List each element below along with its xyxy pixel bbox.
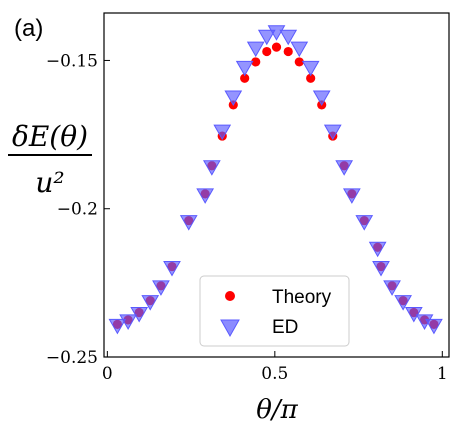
theory-point xyxy=(283,46,293,57)
legend-marker-ed xyxy=(220,319,240,338)
data-points xyxy=(108,25,443,335)
theory-point xyxy=(306,73,316,83)
ed-point xyxy=(383,280,401,296)
ed-point xyxy=(257,29,276,46)
ed-point xyxy=(213,124,232,141)
ed-point xyxy=(301,60,320,77)
ed-point xyxy=(372,261,390,277)
ed-point xyxy=(394,295,412,311)
theory-point xyxy=(251,57,261,67)
legend-label-ed: ED xyxy=(272,317,298,338)
x-tick-label: 1 xyxy=(437,364,448,384)
ed-point xyxy=(267,25,286,41)
legend-label-theory: Theory xyxy=(272,287,332,308)
ed-point xyxy=(141,295,160,311)
plot-frame xyxy=(103,12,450,358)
y-tick-label: −0.2 xyxy=(57,200,98,220)
ed-point xyxy=(235,60,254,77)
ed-point xyxy=(425,318,443,335)
x-axis-label: θ/π xyxy=(256,395,298,425)
theory-point xyxy=(294,57,304,67)
ed-point xyxy=(279,29,298,46)
ed-point xyxy=(355,215,374,231)
panel-label: (a) xyxy=(14,15,43,42)
ed-point xyxy=(152,280,170,296)
theory-point xyxy=(262,46,272,57)
ed-point xyxy=(343,188,361,204)
y-axis-label-denominator: u² xyxy=(35,166,64,199)
axis-ticks: 0 0.5 1 −0.15 −0.2 −0.25 xyxy=(46,51,448,384)
ed-point xyxy=(246,41,265,58)
y-tick-label: −0.15 xyxy=(46,51,98,71)
legend: Theory ED xyxy=(199,275,350,347)
ed-point xyxy=(335,160,354,176)
ed-point xyxy=(312,90,331,107)
theory-point xyxy=(271,42,282,52)
y-axis-label: δE(θ) u² xyxy=(8,120,92,199)
x-tick-label: 0.5 xyxy=(261,364,288,384)
ed-point xyxy=(290,41,309,58)
x-tick-label: 0 xyxy=(102,364,113,384)
ed-point xyxy=(196,188,215,204)
ed-point xyxy=(323,124,342,141)
ed-point xyxy=(224,90,243,107)
theory-point xyxy=(240,73,250,83)
ed-point xyxy=(163,261,181,277)
ed-point xyxy=(368,241,387,258)
ed-point xyxy=(130,307,149,323)
ed-point xyxy=(202,160,221,176)
y-tick-label: −0.25 xyxy=(46,348,98,368)
legend-marker-theory xyxy=(225,291,235,301)
ed-point xyxy=(179,215,198,231)
legend-box xyxy=(199,275,350,347)
y-axis-label-numerator: δE(θ) xyxy=(12,120,88,153)
ed-point xyxy=(108,318,127,335)
ed-point xyxy=(119,314,137,330)
